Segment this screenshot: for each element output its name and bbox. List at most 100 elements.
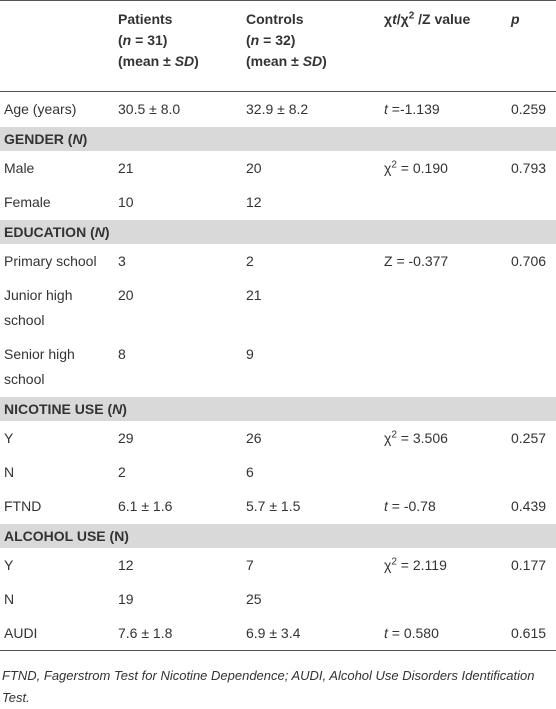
header-text: = 31) (131, 32, 168, 48)
cell: 2 (246, 253, 254, 269)
section-text: N (72, 131, 83, 147)
section-text: ALCOHOL USE (N) (4, 528, 129, 544)
cell (507, 582, 556, 616)
cell: 2 (118, 464, 126, 480)
cell: 0.257 (511, 430, 547, 446)
row: Y 12 7 χ2 = 2.119 0.177 (0, 548, 556, 582)
cell-text: t (384, 101, 388, 117)
cell: 7.6 ± 1.8 (118, 625, 173, 641)
row: Senior high school 8 9 (0, 337, 556, 397)
cell: 29 (118, 430, 134, 446)
section-cell: EDUCATION (N) (0, 219, 556, 244)
cell-text: =-1.139 (387, 101, 440, 117)
cell-text: χ (384, 160, 392, 176)
header-cell: χt/χ2 /Z value (380, 0, 507, 92)
header-text: SD (174, 53, 195, 69)
cell: 19 (118, 591, 134, 607)
header-cell (0, 0, 114, 92)
header-cell: Patients (n = 31) (mean ± SD) (114, 0, 242, 92)
cell: Z = -0.377 (380, 244, 507, 278)
cell: χ2 = 2.119 (380, 548, 507, 582)
row: Male 21 20 χ2 = 0.190 0.793 (0, 151, 556, 185)
section-text: NICOTINE USE ( (4, 401, 113, 417)
header-text: p (511, 11, 520, 27)
cell: 20 (118, 287, 134, 303)
cell: 32.9 ± 8.2 (246, 101, 309, 117)
cell: 10 (118, 194, 134, 210)
cell (380, 278, 507, 337)
header-text: ( (246, 32, 251, 48)
header-text: 2 (408, 10, 415, 22)
cell: N (4, 464, 15, 480)
cell: 0.259 (511, 101, 547, 117)
section-cell: ALCOHOL USE (N) (0, 523, 556, 548)
cell (507, 455, 556, 489)
cell: Senior high school (4, 346, 75, 387)
section-text: N (94, 224, 105, 240)
cell: FTND (4, 498, 42, 514)
table-body: Age (years) 30.5 ± 8.0 32.9 ± 8.2 t =-1.139… (0, 92, 556, 651)
header-text: /Z value (414, 11, 471, 27)
header-text: ) (322, 53, 327, 69)
cell: 0.793 (511, 160, 547, 176)
cell: Age (years) (4, 101, 77, 117)
cell-text: = 3.506 (396, 430, 448, 446)
section-text: ) (104, 224, 110, 240)
cell: 6.9 ± 3.4 (246, 625, 301, 641)
cell: N (4, 591, 15, 607)
cell: 12 (246, 194, 262, 210)
cell: 21 (246, 287, 262, 303)
header-text: t (392, 11, 397, 27)
cell (507, 337, 556, 397)
cell (507, 185, 556, 220)
header-text: Controls (246, 11, 304, 27)
cell: 20 (246, 160, 262, 176)
row: AUDI 7.6 ± 1.8 6.9 ± 3.4 t = 0.580 0.615 (0, 616, 556, 651)
section-text: GENDER ( (4, 131, 73, 147)
section-cell: GENDER (N) (0, 126, 556, 151)
header-text: = 32) (259, 32, 296, 48)
section-row: NICOTINE USE (N) (0, 396, 556, 421)
section-row: EDUCATION (N) (0, 219, 556, 244)
cell-text: = 0.190 (396, 160, 448, 176)
section-row: GENDER (N) (0, 126, 556, 151)
row: Primary school 3 2 Z = -0.377 0.706 (0, 244, 556, 278)
cell (380, 582, 507, 616)
header-text: ) (194, 53, 199, 69)
cell-text: = -0.78 (387, 498, 436, 514)
cell-text: Z = -0.377 (384, 253, 449, 269)
footnote: FTND, Fagerstrom Test for Nicotine Depen… (2, 668, 535, 705)
cell: 6.1 ± 1.6 (118, 498, 173, 514)
cell: t =-1.139 (380, 92, 507, 127)
cell: 0.706 (511, 253, 547, 269)
cell: 25 (246, 591, 262, 607)
header-text: (mean ± (246, 53, 303, 69)
cell: AUDI (4, 625, 38, 641)
cell: Junior high school (4, 287, 73, 328)
cell-text: χ (384, 557, 392, 573)
cell: t = -0.78 (380, 489, 507, 524)
cell (380, 455, 507, 489)
cell: 7 (246, 557, 254, 573)
cell-text: = 2.119 (396, 557, 447, 573)
cell-text: 2 (391, 556, 397, 568)
cell (380, 337, 507, 397)
cell: 3 (118, 253, 126, 269)
cell (380, 185, 507, 220)
cell: Female (4, 194, 51, 210)
row: Junior high school 20 21 (0, 278, 556, 337)
section-text: ) (82, 131, 88, 147)
section-cell: NICOTINE USE (N) (0, 396, 556, 421)
cell: Primary school (4, 253, 97, 269)
cell: 9 (246, 346, 254, 362)
cell: 21 (118, 160, 134, 176)
cell: 0.439 (511, 498, 547, 514)
cell: 5.7 ± 1.5 (246, 498, 301, 514)
row: N 19 25 (0, 582, 556, 616)
header-text: n (122, 32, 132, 48)
cell-text: 2 (391, 429, 397, 441)
cell-text: χ (384, 430, 392, 446)
cell: Y (4, 430, 14, 446)
section-text: EDUCATION ( (4, 224, 95, 240)
